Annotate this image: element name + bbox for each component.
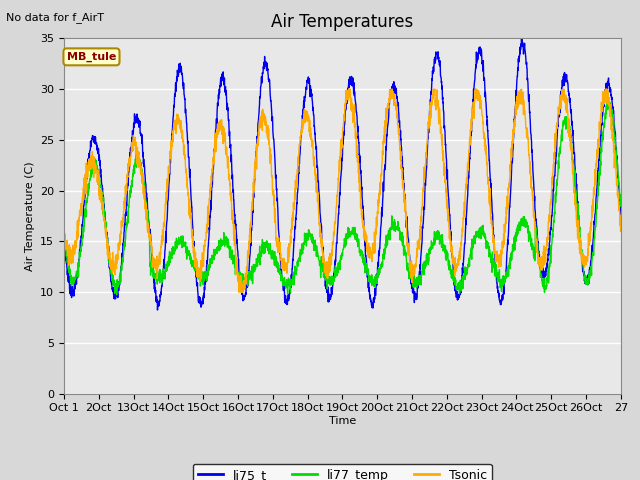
Tsonic [60,238,68,244]
li75_t [147,241,155,247]
li75_t [342,108,349,113]
li75_t [60,230,68,236]
li75_t [154,307,161,313]
Tsonic [235,289,243,295]
li75_t [518,36,525,41]
li77_temp [148,264,156,269]
Title: Air Temperatures: Air Temperatures [271,13,413,31]
Tsonic [571,188,579,193]
li77_temp [308,237,316,243]
Tsonic [376,192,383,198]
Legend: li75_t, li77_temp, Tsonic: li75_t, li77_temp, Tsonic [193,464,492,480]
li77_temp [113,292,120,298]
li75_t [617,211,625,217]
Line: li75_t: li75_t [64,38,621,310]
li77_temp [555,160,563,166]
X-axis label: Time: Time [329,416,356,426]
Tsonic [617,223,625,228]
Tsonic [555,108,563,114]
li75_t [375,248,383,253]
li75_t [571,153,579,158]
Text: No data for f_AirT: No data for f_AirT [6,12,104,23]
li77_temp [375,265,383,271]
Tsonic [147,239,155,244]
li75_t [555,111,563,117]
Text: MB_tule: MB_tule [67,52,116,62]
Tsonic [345,86,353,92]
Tsonic [342,95,349,101]
li77_temp [60,232,68,238]
li77_temp [604,93,611,99]
li77_temp [570,173,578,179]
Tsonic [308,136,316,142]
li75_t [308,93,316,99]
li77_temp [342,233,349,239]
Line: li77_temp: li77_temp [64,96,621,295]
Line: Tsonic: Tsonic [64,89,621,292]
Y-axis label: Air Temperature (C): Air Temperature (C) [24,161,35,271]
li77_temp [617,204,625,209]
